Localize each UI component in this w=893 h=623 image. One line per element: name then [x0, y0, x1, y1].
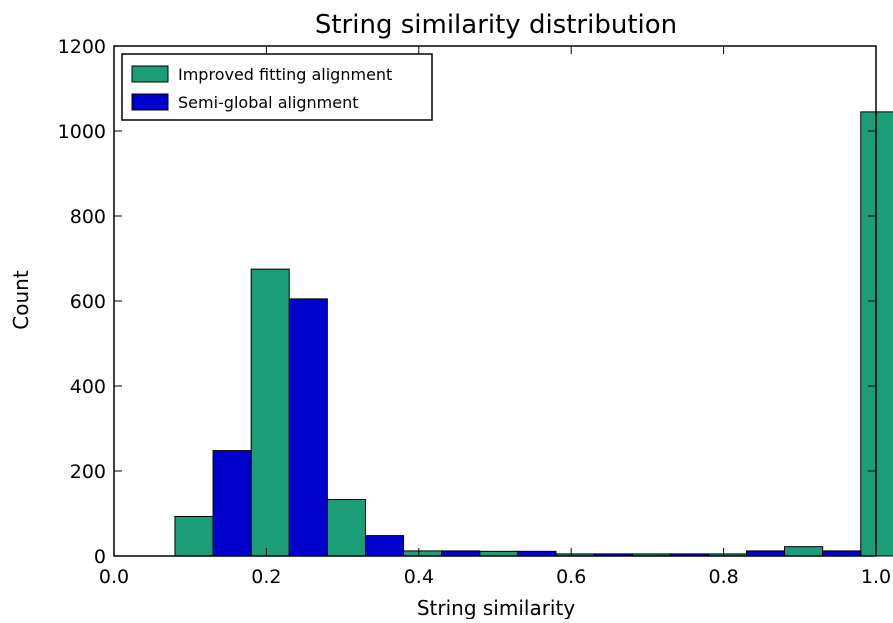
bar-improved-2 — [326, 498, 366, 557]
x-tick-label: 0.8 — [708, 566, 738, 588]
legend-swatch — [131, 93, 169, 111]
bars-group — [174, 111, 893, 557]
legend: Improved fitting alignment Semi-global al… — [121, 53, 433, 121]
y-tick-label: 400 — [70, 376, 106, 398]
legend-swatch — [131, 65, 169, 83]
bar-improved-9 — [860, 111, 893, 557]
x-tick-label: 0.2 — [251, 566, 281, 588]
bar-semi-global-0 — [212, 450, 252, 557]
plot-frame — [113, 45, 877, 557]
y-tick-label: 200 — [70, 461, 106, 483]
y-tick-label: 600 — [70, 291, 106, 313]
x-tick-label: 0.4 — [404, 566, 434, 588]
chart-title: String similarity distribution — [315, 10, 677, 40]
legend-label: Semi-global alignment — [178, 93, 359, 112]
x-axis-label: String similarity — [417, 596, 575, 619]
y-tick-label: 1200 — [58, 36, 106, 58]
bar-semi-global-2 — [364, 535, 405, 557]
y-axis-label: Count — [9, 270, 33, 330]
x-tick-label: 0.6 — [556, 566, 586, 588]
y-tick-label: 1000 — [58, 121, 106, 143]
ticks-group: 0.0 0.2 0.4 0.6 0.8 1.0 0 200 400 600 800 1000 1200 — [58, 36, 891, 588]
y-tick-label: 800 — [70, 206, 106, 228]
bar-semi-global-8 — [822, 550, 862, 557]
x-tick-label: 1.0 — [861, 566, 891, 588]
bar-improved-3 — [403, 550, 443, 557]
bar-semi-global-1 — [288, 298, 328, 557]
legend-box — [121, 53, 433, 121]
bar-improved-0 — [174, 515, 214, 557]
legend-label: Improved fitting alignment — [178, 65, 392, 84]
bar-improved-8 — [784, 546, 824, 557]
bar-semi-global-3 — [441, 550, 481, 557]
y-tick-label: 0 — [94, 546, 106, 568]
bar-semi-global-7 — [745, 550, 786, 557]
bar-improved-1 — [250, 268, 290, 557]
x-tick-label: 0.0 — [99, 566, 129, 588]
